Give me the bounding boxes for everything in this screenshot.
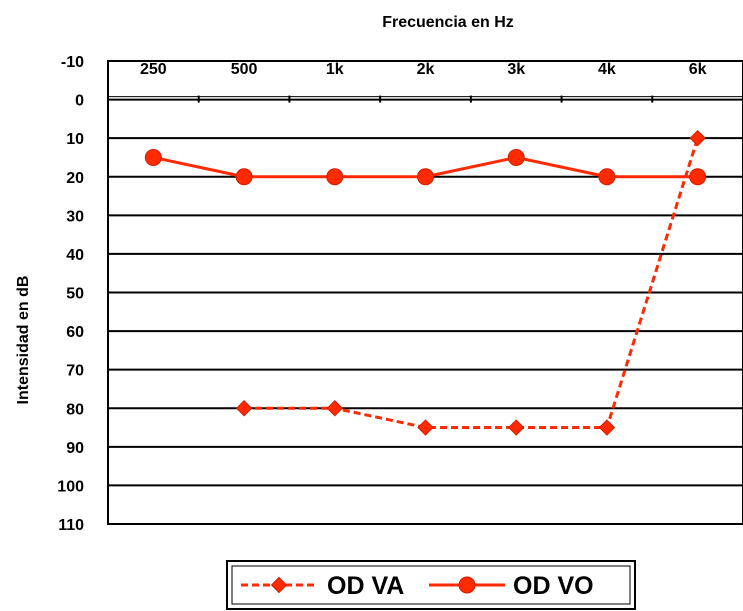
data-point-circle <box>458 576 476 594</box>
y-tick-label: 60 <box>66 324 84 341</box>
legend-inner-border <box>231 565 631 605</box>
data-point-diamond <box>598 419 616 436</box>
data-point-circle <box>235 168 253 186</box>
x-tick-label: 3k <box>507 61 525 78</box>
y-tick-label: -10 <box>61 54 84 71</box>
x-tick-label: 6k <box>689 61 707 78</box>
y-tick-label: 30 <box>66 208 84 225</box>
series-od-va <box>235 129 706 436</box>
y-tick-label: 20 <box>66 170 84 187</box>
data-point-circle <box>326 168 344 186</box>
series-od-vo <box>144 148 707 186</box>
data-point-diamond <box>689 129 706 147</box>
legend-item: OD VO <box>429 572 594 600</box>
x-tick-label: 4k <box>598 61 616 78</box>
data-point-circle <box>689 168 707 186</box>
data-point-diamond <box>417 419 434 436</box>
data-point-circle <box>144 148 162 166</box>
tick-labels: -10 0 10 20 30 40 50 60 70 80 90 100 110 250 500 1k 2k 3k… <box>57 54 706 534</box>
legend-label: OD VA <box>327 572 404 600</box>
y-tick-label: 40 <box>66 247 84 264</box>
data-point-circle <box>417 168 434 186</box>
data-point-diamond <box>508 419 525 436</box>
y-tick-label: 10 <box>66 131 84 148</box>
legend-label: OD VO <box>513 572 594 600</box>
y-tick-label: 80 <box>66 401 84 418</box>
legend-item: OD VA <box>241 572 404 600</box>
chart-title: Frecuencia en Hz <box>382 14 514 31</box>
legend: OD VA OD VO <box>226 560 636 610</box>
y-tick-label: 0 <box>75 93 84 110</box>
y-axis-label: Intensidad en dB <box>15 276 32 405</box>
data-point-diamond <box>235 400 253 417</box>
series-layer <box>144 129 707 436</box>
grid-lines <box>107 60 743 525</box>
x-tick-label: 250 <box>140 61 167 78</box>
y-tick-label: 100 <box>57 478 84 495</box>
data-point-circle <box>598 168 616 186</box>
data-point-diamond <box>270 576 288 594</box>
data-point-circle <box>507 148 525 166</box>
x-tick-label: 2k <box>417 61 435 78</box>
y-tick-label: 110 <box>58 517 84 534</box>
x-tick-label: 500 <box>231 61 258 78</box>
data-point-diamond <box>326 400 343 417</box>
series-line <box>244 137 700 430</box>
y-tick-label: 90 <box>66 440 84 457</box>
y-tick-label: 70 <box>66 363 84 380</box>
y-tick-label: 50 <box>66 286 84 303</box>
x-tick-label: 1k <box>326 61 344 78</box>
